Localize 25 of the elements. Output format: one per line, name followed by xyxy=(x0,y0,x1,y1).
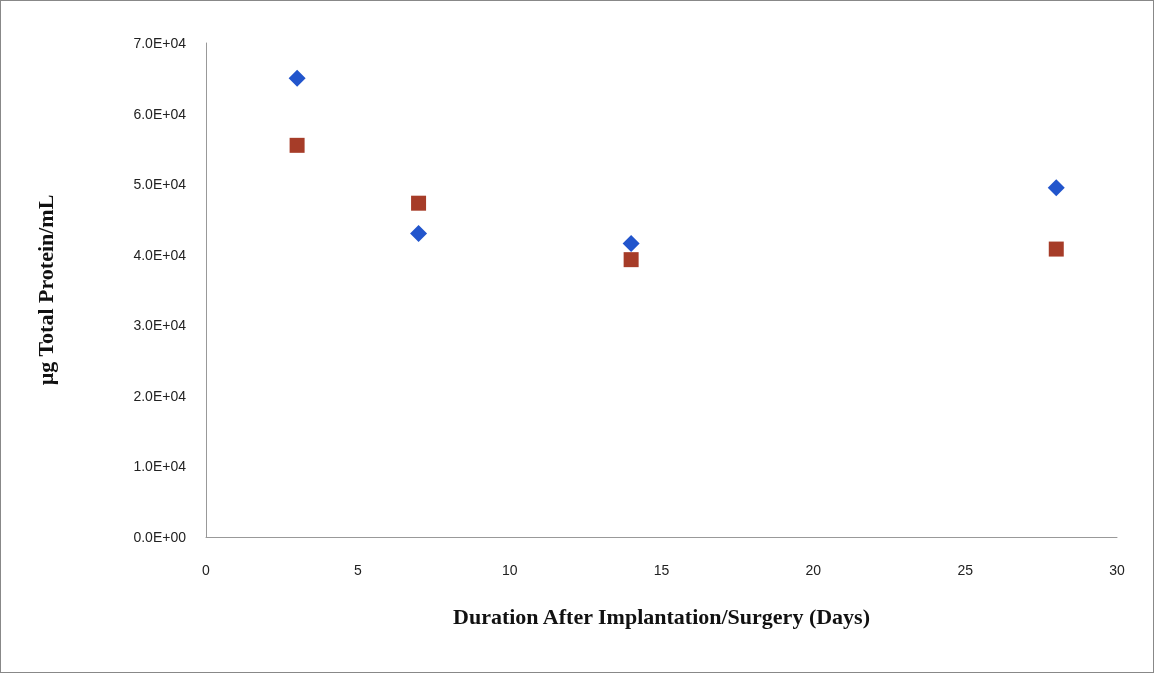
y-tick-label: 5.0E+04 xyxy=(133,176,187,193)
point xyxy=(410,225,428,243)
y-tick-label: 6.0E+04 xyxy=(133,105,187,122)
point xyxy=(411,195,427,211)
point xyxy=(288,69,306,87)
point xyxy=(1048,241,1064,257)
y-tick-label: 3.0E+04 xyxy=(133,317,187,334)
x-axis-title: Duration After Implantation/Surgery (Days) xyxy=(453,603,870,629)
point xyxy=(289,137,305,153)
point xyxy=(1047,179,1065,197)
y-tick-label: 2.0E+04 xyxy=(133,387,187,404)
x-tick-label: 10 xyxy=(501,562,518,578)
point xyxy=(623,252,639,268)
y-axis-title: µg Total Protein/mL xyxy=(32,194,58,386)
x-tick-label: 20 xyxy=(805,562,822,578)
y-tick-label: 4.0E+04 xyxy=(133,246,187,263)
x-tick-label: 15 xyxy=(653,562,670,578)
y-tick-label: 1.0E+04 xyxy=(133,458,187,475)
x-tick-label: 25 xyxy=(957,562,974,578)
y-tick-label: 7.0E+04 xyxy=(133,35,187,51)
x-tick-label: 30 xyxy=(1109,562,1125,578)
x-tick-label: 5 xyxy=(353,562,362,578)
x-tick-label: 0 xyxy=(202,562,211,578)
point xyxy=(622,234,640,252)
y-tick-label: 0.0E+00 xyxy=(133,529,187,545)
